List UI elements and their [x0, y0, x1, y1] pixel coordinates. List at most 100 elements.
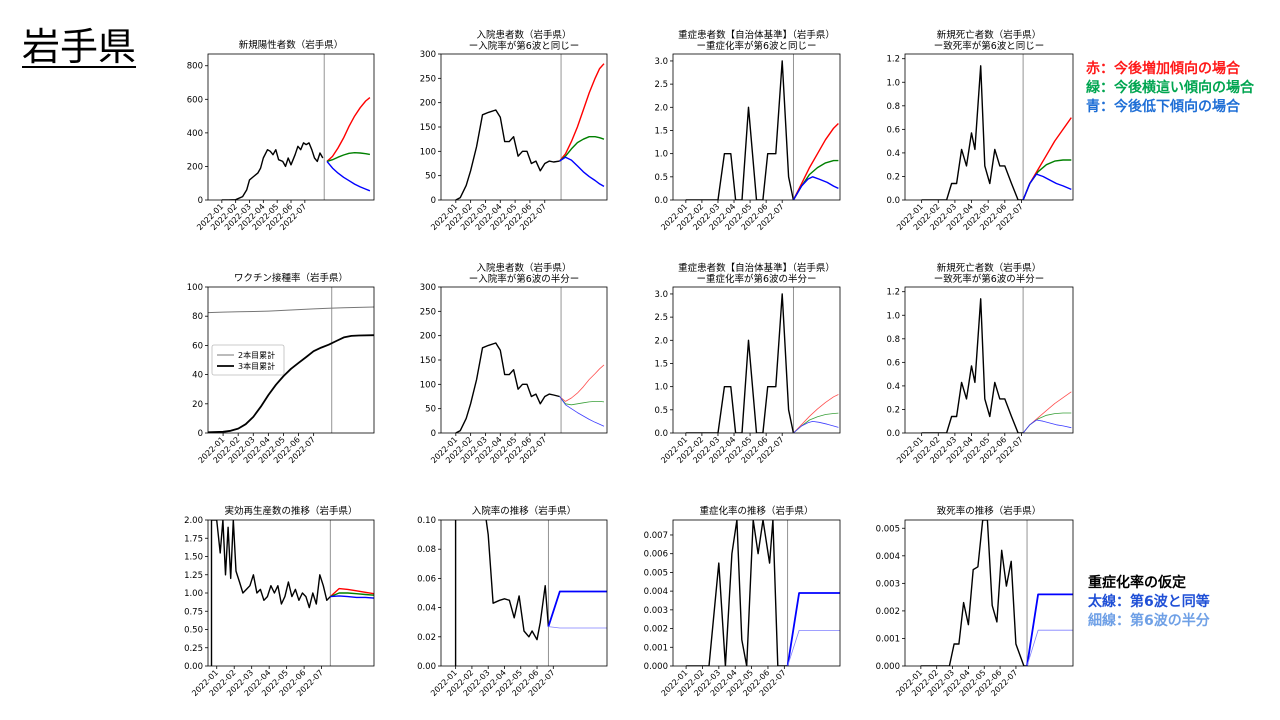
- legend-box: [211, 344, 285, 376]
- series-observed: [685, 293, 795, 433]
- y-tick-label: 0.5: [654, 173, 668, 183]
- chart-title: 重症患者数【自治体基準】（岩手県）: [678, 29, 835, 41]
- y-tick-label: 0.006: [644, 550, 668, 560]
- y-tick-label: 200: [420, 332, 436, 342]
- series-increase: [1022, 391, 1072, 433]
- series-observed: [920, 520, 1027, 666]
- y-tick-label: 0: [431, 196, 436, 206]
- y-tick-label: 100: [187, 283, 203, 293]
- chart-12: 致死率の推移（岩手県） 0.000 0.001 0.002 0.003 0.004 0.00…: [876, 505, 1074, 698]
- chart-title: 致死率の推移（岩手県）: [937, 505, 1042, 517]
- y-tick-label: 300: [420, 50, 436, 60]
- y-tick-label: 0.003: [876, 579, 900, 589]
- y-tick-label: 0.001: [876, 634, 900, 644]
- y-tick-label: 0.00: [184, 662, 203, 672]
- chart-title: 新規死亡者数（岩手県）: [937, 262, 1042, 274]
- y-tick-label: 0.2: [886, 405, 900, 415]
- series-decrease: [559, 156, 605, 188]
- chart-title: ワクチン接種率（岩手県）: [234, 272, 348, 284]
- y-tick-label: 200: [187, 162, 203, 172]
- y-tick-label: 0.002: [644, 625, 668, 635]
- y-tick-label: 2.0: [654, 103, 668, 113]
- y-tick-label: 1.25: [184, 571, 203, 581]
- series-observed: [455, 109, 560, 200]
- y-tick-label: 0: [198, 196, 203, 206]
- y-tick-label: 0.25: [184, 644, 203, 654]
- series-dose2: [208, 306, 374, 314]
- series-observed: [685, 60, 795, 200]
- series-increase: [1022, 117, 1072, 200]
- series-decrease: [326, 160, 371, 192]
- y-tick-label: 200: [420, 99, 436, 109]
- y-tick-label: 1.2: [886, 288, 900, 298]
- chart-1: 新規陽性者数（岩手県）02004006008002022-012022-0220…: [187, 39, 375, 232]
- plot-frame: [207, 519, 375, 667]
- chart-4: 新規死亡者数（岩手県）ー致死率が第6波と同じー 0.0 0.2 0.4 0.6 0.8 1.…: [886, 29, 1074, 232]
- chart-subtitle: ー重症化率が第6波と同じー: [696, 40, 816, 52]
- page-title: 岩手県: [22, 25, 137, 69]
- series-increase: [329, 587, 374, 598]
- y-tick-label: 0.10: [417, 516, 436, 526]
- series-increase: [559, 364, 605, 402]
- scenario-legend-red: 赤：今後増加傾向の場合: [1086, 61, 1240, 77]
- y-tick-label: 1.0: [654, 150, 668, 160]
- y-tick-label: 1.0: [886, 311, 900, 321]
- y-tick-label: 0: [431, 429, 436, 439]
- series-assumption-thick: [547, 590, 607, 627]
- series-assumption-thin: [548, 626, 607, 629]
- chart-title: 重症患者数【自治体基準】（岩手県）: [678, 262, 835, 274]
- series-decrease: [559, 396, 605, 427]
- chart-subtitle: ー入院率が第6波の半分ー: [469, 273, 580, 285]
- series-flat: [1022, 412, 1072, 433]
- chart-subtitle: ー入院率が第6波と同じー: [469, 40, 580, 52]
- y-tick-label: 400: [187, 129, 203, 139]
- y-tick-label: 0.04: [417, 604, 436, 614]
- y-tick-label: 1.5: [654, 126, 668, 136]
- plot-frame: [904, 286, 1074, 434]
- series-assumption-thick: [786, 592, 840, 666]
- scenario-legend-green: 緑：今後横這い傾向の場合: [1086, 80, 1254, 96]
- legend-label: 3本目累計: [238, 361, 275, 371]
- chart-title: 実効再生産数の推移（岩手県）: [224, 505, 357, 517]
- y-tick-label: 0.0: [654, 429, 668, 439]
- y-tick-label: 300: [420, 283, 436, 293]
- chart-7: 重症患者数【自治体基準】（岩手県）ー重症化率が第6波の半分ー 0.0 0.5 1.0 1…: [654, 262, 841, 465]
- y-tick-label: 100: [420, 380, 436, 390]
- y-tick-label: 600: [187, 95, 203, 105]
- chart-title: 新規死亡者数（岩手県）: [937, 29, 1042, 41]
- y-tick-label: 0.003: [644, 606, 668, 616]
- plot-frame: [207, 286, 375, 434]
- y-tick-label: 2.5: [654, 313, 668, 323]
- y-tick-label: 250: [420, 307, 436, 317]
- chart-11: 重症化率の推移（岩手県） 0.000 0.001 0.002 0.003 0.004 0.0…: [644, 505, 841, 698]
- y-tick-label: 0.75: [184, 607, 203, 617]
- assumption-legend-thick: 太線：第6波と同等: [1088, 594, 1210, 610]
- y-tick-label: 0.000: [876, 662, 900, 672]
- plot-frame: [672, 519, 841, 667]
- series-flat: [330, 592, 374, 598]
- y-tick-label: 50: [425, 172, 436, 182]
- chart-3: 重症患者数【自治体基準】（岩手県）ー重症化率が第6波と同じー 0.0 0.5 1.0 1…: [654, 29, 841, 232]
- y-tick-label: 1.50: [184, 553, 203, 563]
- chart-subtitle: ー致死率が第6波と同じー: [934, 40, 1045, 52]
- y-tick-label: 20: [192, 400, 203, 410]
- series-flat: [559, 136, 605, 162]
- y-tick-label: 250: [420, 74, 436, 84]
- chart-9: 実効再生産数の推移（岩手県） 0.00 0.25 0.50 0.75 1.00 1.25 1.…: [184, 505, 375, 698]
- y-tick-label: 0.00: [417, 662, 436, 672]
- y-tick-label: 1.0: [886, 78, 900, 88]
- series-decrease: [1022, 173, 1072, 200]
- y-tick-label: 0.2: [886, 172, 900, 182]
- series-increase: [792, 122, 839, 200]
- y-tick-label: 2.0: [654, 336, 668, 346]
- y-tick-label: 80: [192, 312, 203, 322]
- chart-subtitle: ー致死率が第6波の半分ー: [934, 273, 1045, 285]
- plot-frame: [672, 286, 841, 434]
- y-tick-label: 40: [192, 371, 203, 381]
- plot-frame: [440, 519, 608, 667]
- y-tick-label: 0.4: [886, 382, 900, 392]
- series-flat: [1022, 159, 1072, 200]
- y-tick-label: 150: [420, 356, 436, 366]
- series-assumption-thin: [1026, 629, 1073, 666]
